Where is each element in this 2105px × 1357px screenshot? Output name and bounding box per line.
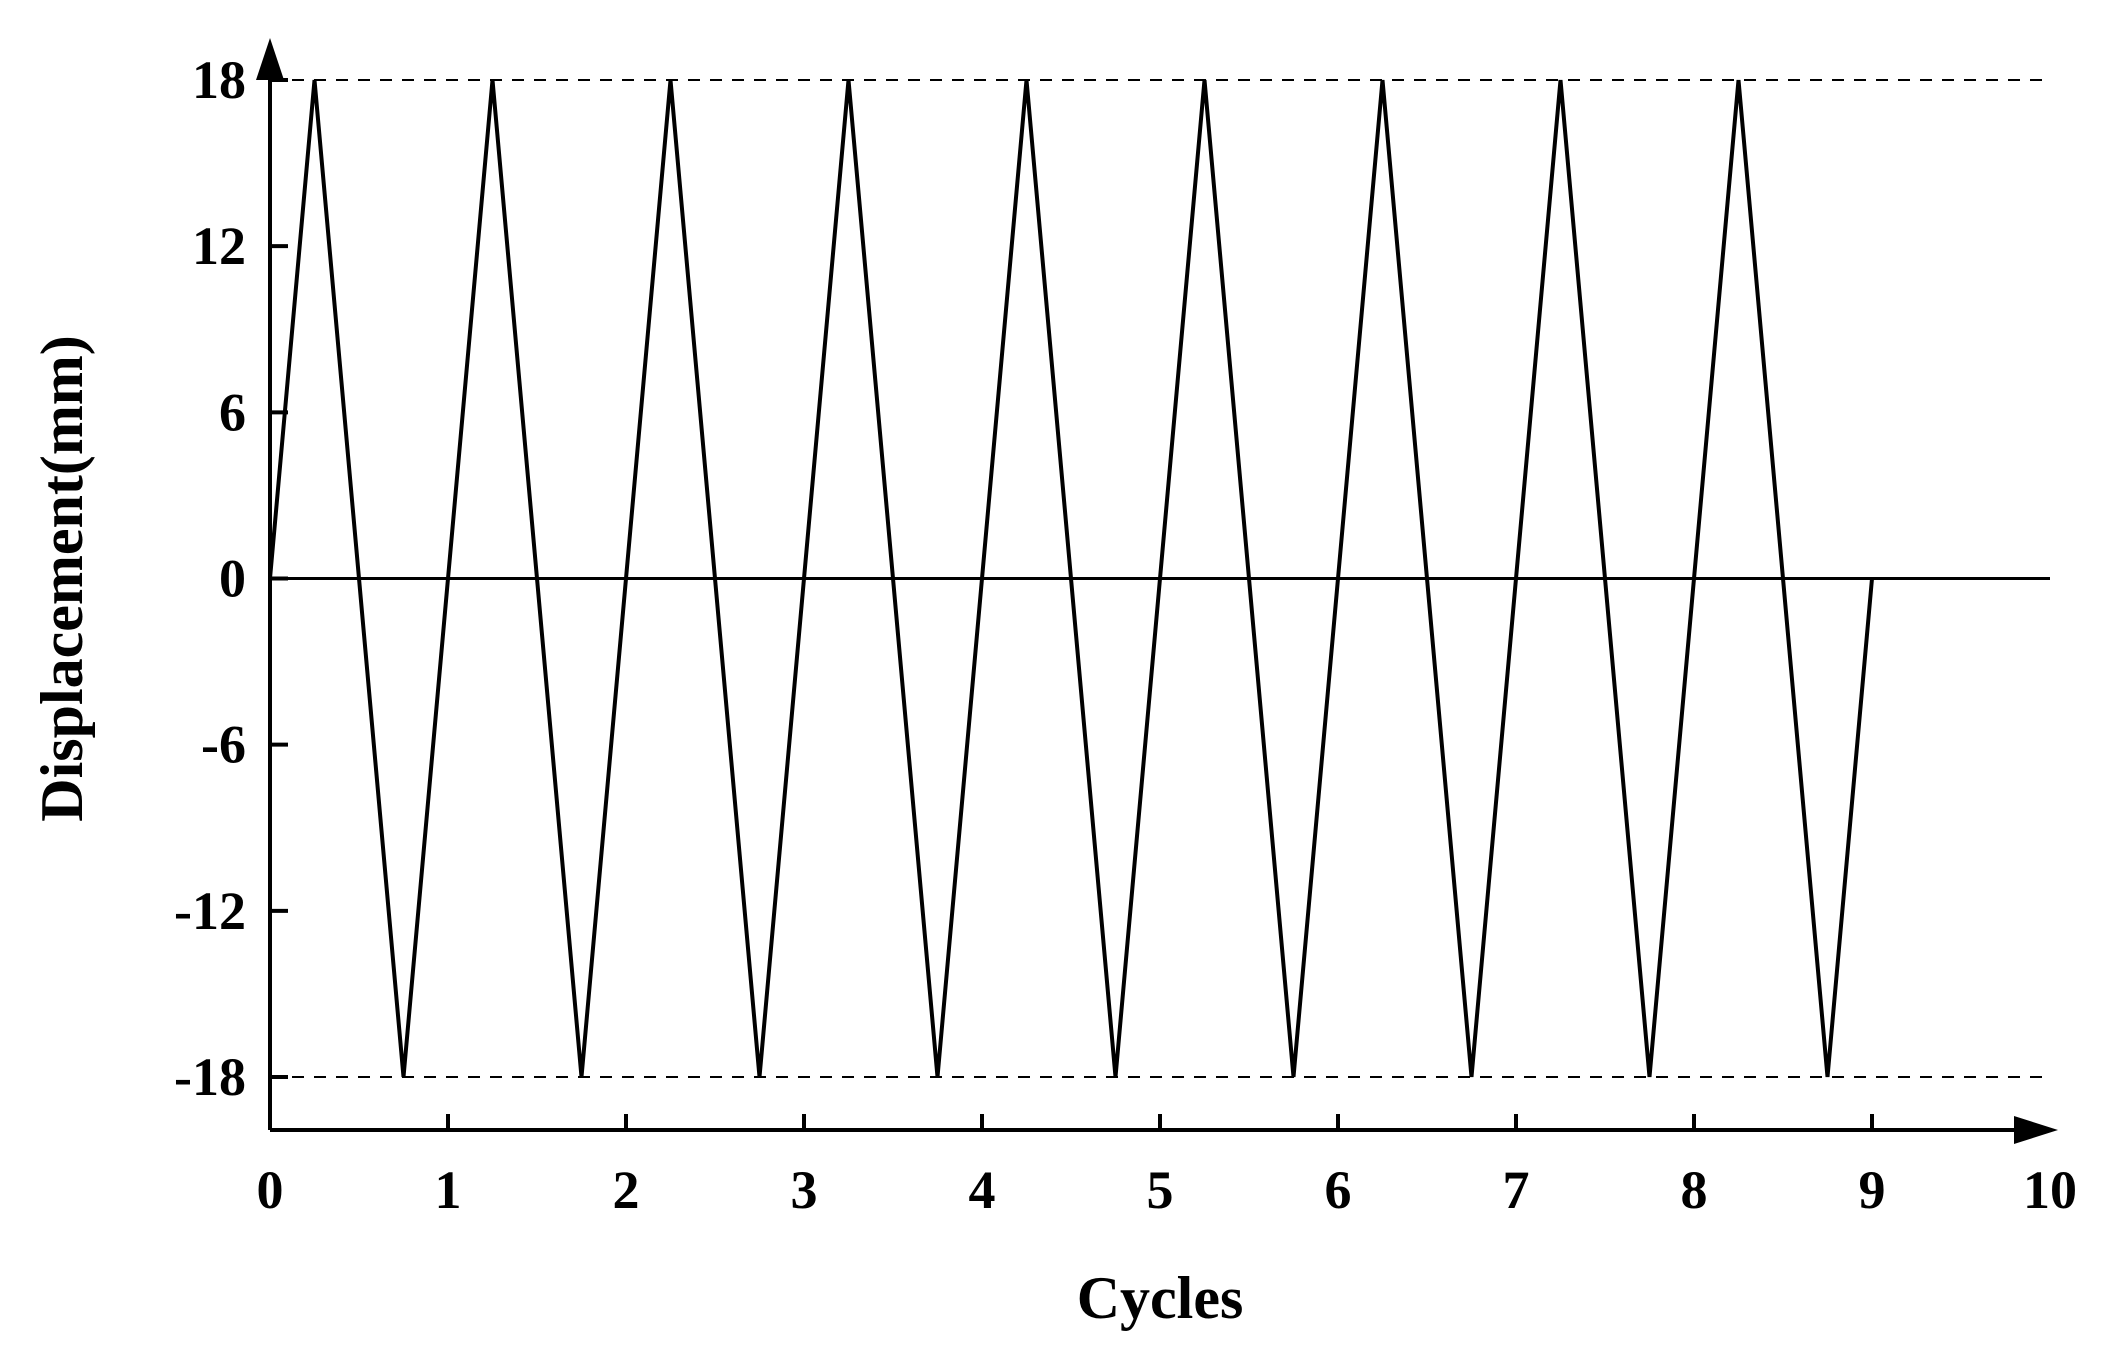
x-tick-label-4: 4 — [969, 1160, 996, 1220]
x-axis-title: Cycles — [1077, 1265, 1244, 1331]
y-axis-arrow — [256, 38, 284, 80]
x-tick-label-1: 1 — [435, 1160, 462, 1220]
x-tick-label-8: 8 — [1681, 1160, 1708, 1220]
x-tick-label-9: 9 — [1859, 1160, 1886, 1220]
y-tick-label-0: 0 — [219, 549, 246, 609]
ticks — [270, 78, 1874, 1130]
y-tick-label-12: 12 — [192, 216, 246, 276]
x-tick-label-6: 6 — [1325, 1160, 1352, 1220]
x-tick-label-10: 10 — [2023, 1160, 2077, 1220]
x-tick-label-5: 5 — [1147, 1160, 1174, 1220]
y-tick-label-18: 18 — [192, 50, 246, 110]
y-tick-label-6: 6 — [219, 382, 246, 442]
x-tick-label-0: 0 — [257, 1160, 284, 1220]
x-tick-label-3: 3 — [791, 1160, 818, 1220]
x-tick-label-2: 2 — [613, 1160, 640, 1220]
y-axis-title: Displacement(mm) — [29, 335, 95, 822]
displacement-series-line — [268, 79, 1874, 1078]
series-layer — [268, 79, 1874, 1078]
x-axis-arrow — [2014, 1116, 2058, 1144]
axes — [256, 38, 2058, 1144]
x-tick-label-7: 7 — [1503, 1160, 1530, 1220]
y-tick-label-neg18: -18 — [174, 1047, 246, 1107]
y-tick-label-neg6: -6 — [201, 715, 246, 775]
y-tick-label-neg12: -12 — [174, 881, 246, 941]
